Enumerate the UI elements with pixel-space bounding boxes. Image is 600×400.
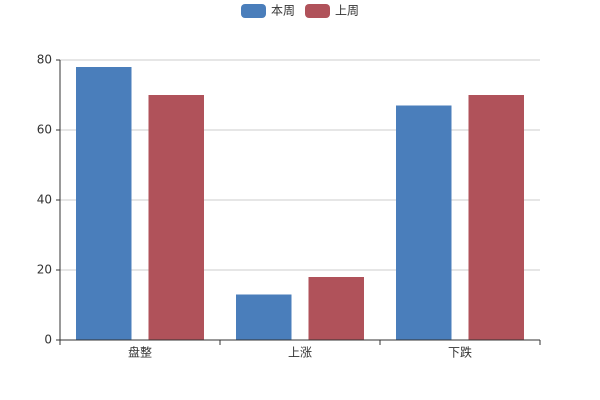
x-tick-label: 下跌 [448, 345, 472, 360]
legend-label: 本周 [271, 4, 295, 18]
bar [236, 294, 292, 340]
y-tick-label: 20 [37, 263, 52, 277]
bar [308, 277, 364, 340]
y-tick-label: 80 [37, 53, 52, 67]
bar [148, 95, 204, 340]
bar [468, 95, 524, 340]
y-tick-label: 60 [37, 123, 52, 137]
y-tick-label: 0 [44, 333, 52, 347]
legend-swatch [241, 4, 266, 18]
legend-label: 上周 [335, 4, 359, 18]
x-tick-label: 上涨 [288, 345, 312, 360]
legend-swatch [305, 4, 330, 18]
y-tick-label: 40 [37, 193, 52, 207]
bar [396, 105, 452, 340]
bar [76, 67, 132, 340]
x-tick-label: 盘整 [128, 345, 152, 360]
